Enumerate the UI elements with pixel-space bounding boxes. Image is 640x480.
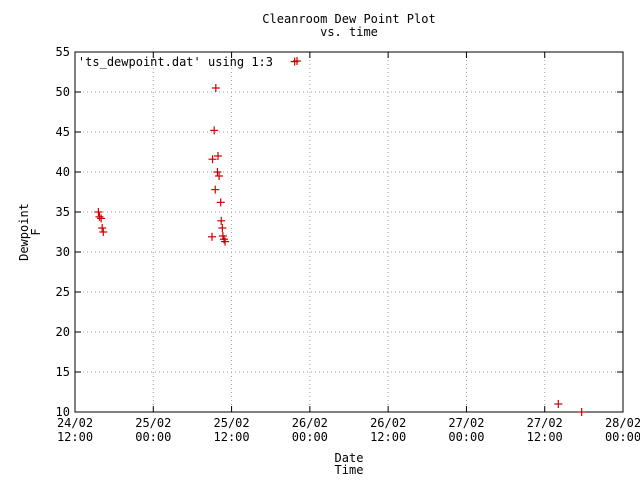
y-tick-label: 50 [56,85,70,99]
x-tick-label-time: 00:00 [448,430,484,444]
y-tick-label: 15 [56,365,70,379]
y-axis-tick-labels: 10 15 20 25 30 35 40 45 50 55 [56,45,70,419]
x-tick-label-date: 26/02 [292,416,328,430]
chart-title: Cleanroom Dew Point Plot [262,12,435,26]
x-tick-label-date: 26/02 [370,416,406,430]
x-tick-label-date: 28/02 [605,416,640,430]
axis-ticks [74,51,624,413]
x-tick-label-time: 12:00 [57,430,93,444]
data-point [208,155,217,164]
grid-lines [75,52,623,412]
y-tick-label: 55 [56,45,70,59]
data-point [577,408,586,416]
y-tick-label: 30 [56,245,70,259]
data-point [211,84,220,92]
y-axis-unit: F [29,228,43,235]
x-tick-label-time: 00:00 [292,430,328,444]
data-point [215,172,224,180]
chart-subtitle: vs. time [320,25,378,39]
x-tick-label-date: 27/02 [448,416,484,430]
data-point [97,214,106,223]
y-tick-label: 45 [56,125,70,139]
x-tick-label-date: 27/02 [527,416,563,430]
legend-label: 'ts_dewpoint.dat' using 1:3 [78,55,273,69]
x-tick-label-time: 12:00 [527,430,563,444]
x-tick-label-date: 25/02 [214,416,250,430]
x-axis-label: Date [335,451,364,465]
x-tick-label-time: 00:00 [135,430,171,444]
y-tick-label: 20 [56,325,70,339]
data-point [216,198,225,207]
data-points [94,57,586,416]
plot-frame [74,51,624,413]
data-point [99,228,108,236]
x-axis-tick-labels: 24/0212:0025/0200:0025/0212:0026/0200:00… [57,416,640,444]
x-tick-label-time: 12:00 [214,430,250,444]
data-point [210,126,219,135]
x-axis-label-time: Time [335,463,364,477]
data-point [95,212,104,221]
data-point [213,168,222,176]
data-point [211,185,220,194]
x-tick-label-time: 00:00 [605,430,640,444]
data-point [98,224,107,232]
data-point [290,57,299,66]
data-point [554,400,563,408]
data-point [213,152,222,160]
x-tick-label-time: 12:00 [370,430,406,444]
data-point [217,216,226,225]
x-tick-label-date: 24/02 [57,416,93,430]
y-axis-label: Dewpoint [17,203,31,261]
x-tick-label-date: 25/02 [135,416,171,430]
y-tick-label: 40 [56,165,70,179]
y-tick-label: 10 [56,405,70,419]
data-point [221,237,230,246]
y-tick-label: 25 [56,285,70,299]
y-tick-label: 35 [56,205,70,219]
data-point [218,224,227,232]
data-point [208,232,216,241]
data-point [94,208,103,216]
